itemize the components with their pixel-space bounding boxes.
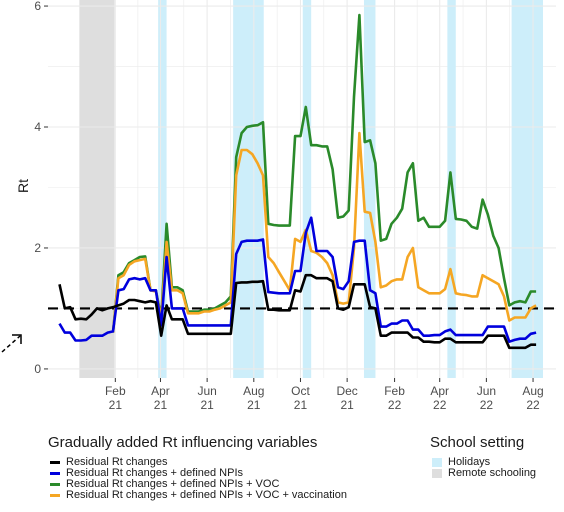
x-tick-label-year: 22 [480, 398, 494, 412]
school-legend-item: Holidays [430, 457, 536, 468]
school-legend-item: Remote schooling [430, 468, 536, 479]
x-tick-label-year: 21 [247, 398, 261, 412]
series-line-orange [111, 131, 537, 333]
legend-label: Remote schooling [448, 467, 537, 479]
x-tick-label-year: 21 [340, 398, 354, 412]
series-legend-item: Residual Rt changes + defined NPIs + VOC… [48, 490, 347, 501]
x-tick-label-month: Oct [291, 384, 310, 398]
x-tick-label-year: 22 [526, 398, 540, 412]
x-tick-label-year: 21 [154, 398, 168, 412]
series-legend-title: Gradually added Rt influencing variables [48, 434, 318, 451]
holiday-band [363, 0, 376, 378]
x-axis-ticks: Feb21Apr21Jun21Aug21Oct21Dec21Feb22Apr22… [105, 378, 544, 412]
x-tick-label-year: 22 [388, 398, 402, 412]
x-tick-label-month: Jun [197, 384, 216, 398]
shaded-periods [79, 0, 543, 378]
series-legend-item: Residual Rt changes [48, 457, 347, 468]
plot-panel [48, 0, 556, 378]
y-tick-label: 2 [34, 241, 41, 255]
series-legend: Gradually added Rt influencing variables… [48, 434, 347, 501]
y-axis-ticks: 0 2 4 6 [34, 0, 48, 376]
x-tick-label-month: Aug [522, 384, 543, 398]
legend-key-blue [50, 472, 60, 475]
x-tick-label-year: 21 [200, 398, 214, 412]
holiday-band [233, 0, 264, 378]
holiday-band [302, 0, 312, 378]
legend-key-remote [432, 469, 442, 478]
legend-label: Residual Rt changes + defined NPIs + VOC [66, 478, 280, 490]
y-axis-label: Rt [15, 179, 31, 193]
series-line-blue [58, 216, 537, 344]
holiday-band [511, 0, 543, 378]
legend-label: Holidays [448, 456, 491, 468]
series-lines [58, 13, 537, 350]
x-tick-label-month: Dec [336, 384, 357, 398]
series-line-black [58, 273, 537, 350]
x-tick-label-month: Apr [151, 384, 170, 398]
x-tick-label-year: 22 [433, 398, 447, 412]
y-tick-label: 4 [34, 120, 41, 134]
x-tick-label-month: Aug [243, 384, 264, 398]
legend-key-orange [50, 494, 60, 497]
y-tick-label: 0 [34, 362, 41, 376]
x-tick-label-month: Jun [477, 384, 496, 398]
series-legend-item: Residual Rt changes + defined NPIs + VOC [48, 479, 347, 490]
x-tick-label-year: 21 [294, 398, 308, 412]
x-tick-label-month: Feb [384, 384, 405, 398]
legend-label: Residual Rt changes [66, 456, 168, 468]
remote-schooling-band [79, 0, 115, 378]
legend-key-green [50, 483, 60, 486]
y-tick-label: 6 [34, 0, 41, 13]
school-legend: School setting Holidays Remote schooling [430, 434, 536, 479]
x-tick-label-month: Apr [430, 384, 449, 398]
legend-label: Residual Rt changes + defined NPIs [66, 467, 244, 479]
series-legend-item: Residual Rt changes + defined NPIs [48, 468, 347, 479]
x-tick-label-year: 21 [109, 398, 123, 412]
dashed-arrow-indicator [1, 334, 22, 353]
legend-key-black [50, 461, 60, 464]
x-tick-label-month: Feb [105, 384, 126, 398]
legend-key-holidays [432, 458, 442, 467]
school-legend-title: School setting [430, 434, 525, 451]
holiday-band [158, 0, 167, 378]
legend-label: Residual Rt changes + defined NPIs + VOC… [66, 489, 347, 501]
